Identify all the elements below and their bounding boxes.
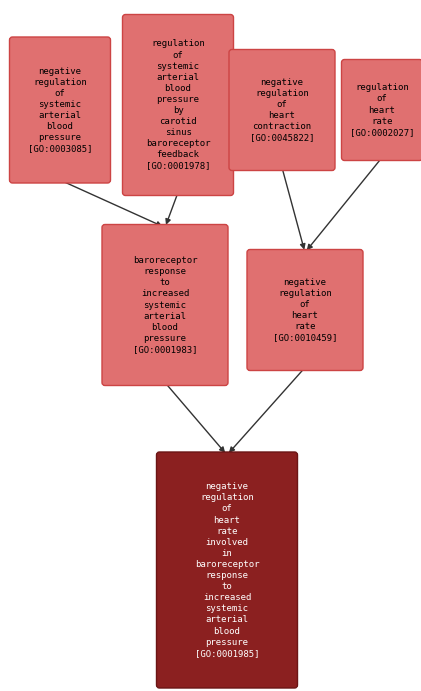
- Text: negative
regulation
of
heart
rate
involved
in
baroreceptor
response
to
increased: negative regulation of heart rate involv…: [195, 482, 259, 658]
- Text: baroreceptor
response
to
increased
systemic
arterial
blood
pressure
[GO:0001983]: baroreceptor response to increased syste…: [133, 256, 197, 354]
- FancyBboxPatch shape: [10, 37, 110, 183]
- Text: negative
regulation
of
heart
rate
[GO:0010459]: negative regulation of heart rate [GO:00…: [273, 278, 337, 342]
- FancyBboxPatch shape: [157, 452, 298, 688]
- FancyBboxPatch shape: [229, 50, 335, 171]
- Text: regulation
of
systemic
arterial
blood
pressure
by
carotid
sinus
baroreceptor
fee: regulation of systemic arterial blood pr…: [146, 39, 210, 171]
- Text: negative
regulation
of
heart
contraction
[GO:0045822]: negative regulation of heart contraction…: [250, 78, 314, 142]
- Text: regulation
of
heart
rate
[GO:0002027]: regulation of heart rate [GO:0002027]: [350, 84, 414, 137]
- FancyBboxPatch shape: [341, 59, 421, 160]
- FancyBboxPatch shape: [123, 15, 234, 196]
- FancyBboxPatch shape: [247, 249, 363, 370]
- Text: negative
regulation
of
systemic
arterial
blood
pressure
[GO:0003085]: negative regulation of systemic arterial…: [28, 66, 92, 153]
- FancyBboxPatch shape: [102, 225, 228, 386]
